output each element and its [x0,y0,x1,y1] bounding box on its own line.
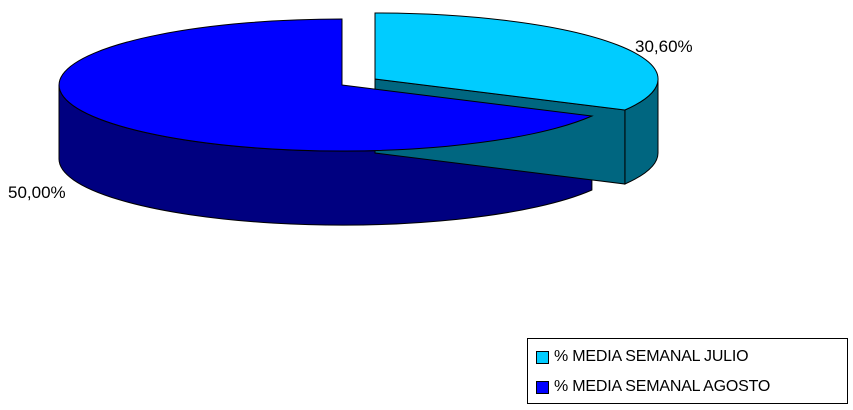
legend-swatch-august [536,380,549,394]
pie-slice-july[interactable] [374,12,659,111]
chart-legend: % MEDIA SEMANAL JULIO % MEDIA SEMANAL AG… [527,338,848,404]
legend-swatch-july [536,350,549,364]
pie-slice-august[interactable] [58,18,594,152]
data-label-july: 30,60% [635,37,693,56]
legend-label-august: % MEDIA SEMANAL AGOSTO [554,378,771,395]
data-label-august: 50,00% [8,183,66,202]
legend-item-august: % MEDIA SEMANAL AGOSTO [536,375,770,399]
legend-item-july: % MEDIA SEMANAL JULIO [536,345,749,369]
legend-label-july: % MEDIA SEMANAL JULIO [554,348,749,365]
